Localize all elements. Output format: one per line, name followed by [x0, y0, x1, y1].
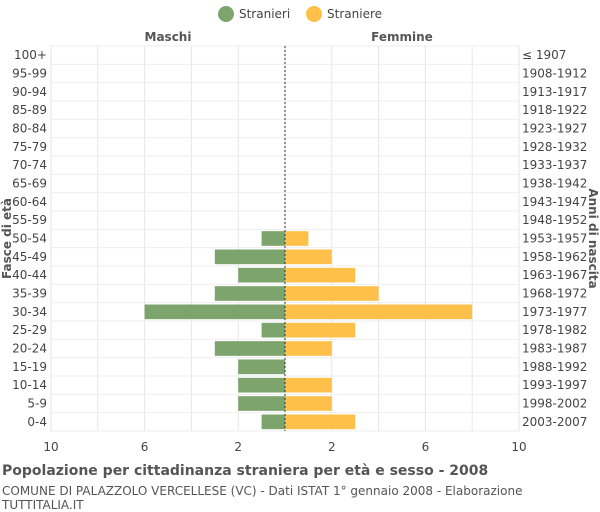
bar-stranieri [238, 359, 285, 375]
legend-swatch-stranieri [217, 6, 234, 22]
age-group-label: 90-94 [12, 85, 47, 99]
age-group-label: 15-19 [12, 360, 47, 374]
bar-straniere [285, 267, 356, 283]
legend-swatch-straniere [306, 6, 323, 22]
x-tick-label: 2 [328, 440, 336, 454]
y-axis-title-left: Fasce di età [0, 198, 14, 279]
x-tick-label: 6 [422, 440, 430, 454]
age-group-label: 70-74 [12, 158, 47, 172]
age-group-label: 45-49 [12, 250, 47, 264]
x-tick-label: 6 [141, 440, 149, 454]
bar-straniere [285, 377, 332, 393]
birth-year-label: 1908-1912 [522, 67, 587, 81]
bar-stranieri [144, 304, 285, 320]
birth-year-label: ≤ 1907 [522, 48, 566, 62]
bar-straniere [285, 304, 473, 320]
age-group-label: 0-4 [27, 415, 47, 429]
legend-item-stranieri[interactable]: Stranieri [217, 6, 291, 22]
x-tick-label: 10 [511, 440, 526, 454]
y-axis-title-right: Anni di nascita [586, 188, 600, 288]
bar-straniere [285, 396, 332, 411]
age-group-label: 75-79 [12, 140, 47, 154]
x-tick-label: 2 [234, 440, 242, 454]
bar-straniere [285, 286, 379, 301]
chart-title: Popolazione per cittadinanza straniera p… [2, 463, 489, 479]
age-group-label: 25-29 [12, 323, 47, 337]
age-group-label: 30-34 [12, 305, 47, 319]
bar-stranieri [238, 267, 285, 283]
birth-year-label: 1983-1987 [522, 342, 587, 356]
age-group-label: 50-54 [12, 232, 47, 246]
bar-straniere [285, 249, 332, 265]
age-group-label: 55-59 [12, 213, 47, 227]
legend-label-stranieri: Stranieri [238, 7, 291, 21]
x-tick-label: 10 [43, 440, 58, 454]
birth-year-label: 1948-1952 [522, 213, 587, 227]
birth-year-label: 1953-1957 [522, 232, 587, 246]
birth-year-label: 2003-2007 [522, 415, 587, 429]
legend-label-straniere: Straniere [327, 7, 382, 21]
bar-straniere [285, 231, 309, 246]
population-pyramid-chart: Maschi Femmine 100+ ≤ 1907 95-99 1908-1912 90-… [0, 30, 600, 454]
birth-year-label: 1943-1947 [522, 195, 587, 209]
age-group-label: 80-84 [12, 122, 47, 136]
birth-year-label: 1913-1917 [522, 85, 587, 99]
age-group-label: 65-69 [12, 177, 47, 191]
age-group-label: 85-89 [12, 103, 47, 117]
bar-straniere [285, 341, 332, 356]
bar-stranieri [261, 414, 285, 430]
age-group-label: 40-44 [12, 268, 47, 282]
age-group-label: 35-39 [12, 287, 47, 301]
birth-year-label: 1923-1927 [522, 122, 587, 136]
bar-straniere [285, 414, 356, 430]
birth-year-label: 1928-1932 [522, 140, 587, 154]
legend: Stranieri Straniere [0, 6, 600, 25]
bar-stranieri [214, 286, 285, 301]
birth-year-label: 1918-1922 [522, 103, 587, 117]
birth-year-label: 1963-1967 [522, 268, 587, 282]
birth-year-label: 1998-2002 [522, 397, 587, 411]
age-group-label: 20-24 [12, 342, 47, 356]
age-group-label: 10-14 [12, 378, 47, 392]
bar-stranieri [261, 231, 285, 246]
age-group-label: 100+ [14, 48, 47, 62]
header-maschi: Maschi [145, 30, 192, 44]
birth-year-label: 1978-1982 [522, 323, 587, 337]
bar-stranieri [261, 322, 285, 338]
legend-item-straniere[interactable]: Straniere [306, 6, 382, 22]
bar-stranieri [214, 249, 285, 265]
bar-straniere [285, 322, 356, 338]
birth-year-label: 1988-1992 [522, 360, 587, 374]
chart-source: COMUNE DI PALAZZOLO VERCELLESE (VC) - Da… [2, 484, 523, 512]
birth-year-label: 1958-1962 [522, 250, 587, 264]
birth-year-label: 1993-1997 [522, 378, 587, 392]
birth-year-label: 1968-1972 [522, 287, 587, 301]
bar-stranieri [238, 377, 285, 393]
age-group-label: 95-99 [12, 67, 47, 81]
birth-year-label: 1933-1937 [522, 158, 587, 172]
birth-year-label: 1973-1977 [522, 305, 587, 319]
header-femmine: Femmine [371, 30, 433, 44]
age-group-label: 5-9 [27, 397, 47, 411]
bar-stranieri [214, 341, 285, 356]
birth-year-label: 1938-1942 [522, 177, 587, 191]
age-group-label: 60-64 [12, 195, 47, 209]
bar-stranieri [238, 396, 285, 411]
